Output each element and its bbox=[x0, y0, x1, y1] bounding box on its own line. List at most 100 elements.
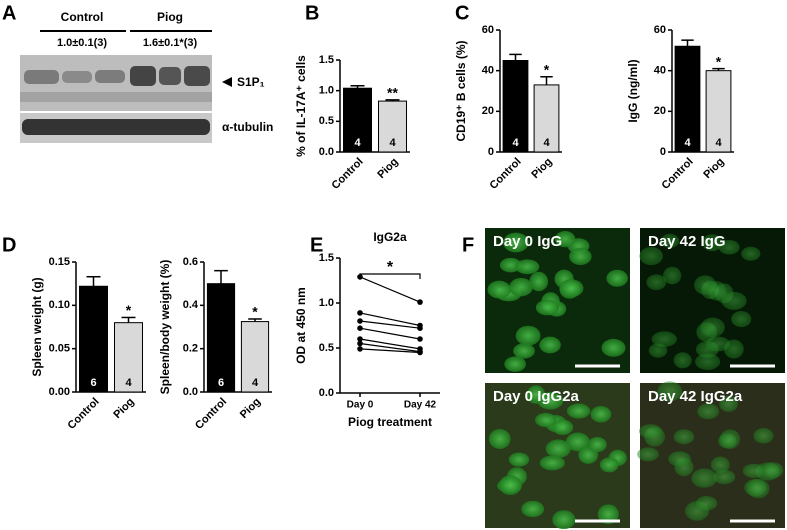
band bbox=[24, 70, 59, 84]
nucleus bbox=[606, 269, 628, 287]
y-tick-label: 0.2 bbox=[183, 343, 198, 355]
panel-label: D bbox=[2, 234, 16, 256]
y-tick-label: 0 bbox=[488, 146, 494, 158]
nucleus bbox=[521, 500, 545, 518]
x-tick-label: Piog bbox=[701, 156, 726, 181]
n-label: 4 bbox=[125, 377, 132, 389]
y-tick-label: 1.5 bbox=[319, 252, 334, 264]
nucleus bbox=[697, 403, 720, 420]
annotation: * bbox=[716, 53, 722, 69]
nucleus bbox=[700, 317, 725, 338]
band bbox=[184, 66, 210, 86]
panel-label: C bbox=[455, 2, 469, 24]
n-label: 4 bbox=[684, 137, 691, 149]
nucleus bbox=[741, 246, 761, 261]
nucleus bbox=[731, 311, 752, 328]
x-tick-label: Control bbox=[488, 156, 524, 192]
line bbox=[359, 327, 421, 340]
n-label: 4 bbox=[389, 137, 396, 149]
line bbox=[359, 312, 421, 327]
annotation: * bbox=[252, 304, 258, 320]
nucleus bbox=[515, 259, 540, 275]
nucleus bbox=[637, 447, 659, 462]
nucleus bbox=[559, 279, 584, 298]
x-tick-label: Piog bbox=[238, 396, 263, 421]
y-tick-label: 0.5 bbox=[319, 115, 334, 127]
nucleus bbox=[713, 469, 736, 485]
nucleus bbox=[545, 439, 571, 458]
nucleus bbox=[515, 325, 541, 346]
nucleus bbox=[539, 455, 565, 471]
nucleus bbox=[646, 274, 667, 291]
nucleus bbox=[657, 381, 683, 402]
y-tick-label: 40 bbox=[482, 65, 494, 77]
significance-bracket bbox=[359, 273, 421, 279]
y-tick-label: 0.10 bbox=[49, 299, 70, 311]
point bbox=[357, 318, 363, 324]
nucleus bbox=[499, 475, 522, 496]
group-label: Control bbox=[61, 10, 104, 24]
y-tick-label: 0.00 bbox=[49, 386, 70, 398]
point bbox=[417, 349, 423, 356]
y-tick-label: 0.0 bbox=[319, 387, 334, 399]
nucleus bbox=[660, 233, 680, 248]
x-tick-label: Piog bbox=[111, 396, 136, 421]
y-tick-label: 20 bbox=[482, 105, 494, 117]
y-axis-label: OD at 450 nm bbox=[294, 287, 308, 364]
line bbox=[359, 276, 421, 303]
y-tick-label: 60 bbox=[482, 24, 494, 36]
nucleus bbox=[673, 352, 692, 369]
nucleus bbox=[587, 436, 607, 453]
y-axis-label: IgG (ng/ml) bbox=[626, 59, 640, 122]
y-tick-label: 20 bbox=[654, 105, 666, 117]
x-tick-label: Day 0 bbox=[347, 400, 374, 411]
line bbox=[359, 342, 421, 353]
arrow bbox=[222, 77, 232, 87]
bar bbox=[79, 285, 108, 393]
nucleus bbox=[599, 457, 619, 473]
band bbox=[22, 119, 210, 135]
panel-label: B bbox=[305, 2, 319, 24]
nucleus bbox=[552, 510, 576, 530]
group-label: Piog bbox=[157, 10, 183, 24]
y-tick-label: 40 bbox=[654, 65, 666, 77]
line bbox=[359, 320, 421, 329]
nucleus bbox=[719, 429, 741, 450]
nucleus bbox=[504, 356, 526, 372]
n-label: 4 bbox=[543, 137, 550, 149]
chart-title: IgG2a bbox=[373, 230, 407, 244]
nucleus bbox=[539, 336, 561, 354]
annotation: ** bbox=[387, 85, 398, 101]
y-tick-label: 0.5 bbox=[319, 342, 334, 354]
point bbox=[417, 299, 423, 305]
nucleus bbox=[718, 239, 740, 255]
bar bbox=[114, 322, 143, 393]
nucleus bbox=[721, 291, 747, 310]
annotation: * bbox=[126, 302, 132, 318]
nucleus bbox=[663, 266, 682, 285]
y-tick-label: 0 bbox=[660, 146, 666, 158]
nucleus bbox=[648, 343, 668, 358]
y-axis-label: Spleen/body weight (%) bbox=[158, 260, 172, 395]
nucleus bbox=[753, 428, 774, 444]
y-axis-label: CD19⁺ B cells (%) bbox=[454, 40, 468, 141]
nucleus bbox=[639, 424, 662, 439]
nucleus bbox=[488, 429, 511, 449]
nucleus bbox=[695, 353, 721, 370]
panel-label: E bbox=[310, 234, 323, 256]
micrograph-label: Day 0 IgG bbox=[493, 233, 562, 250]
y-axis-label: % of IL-17A⁺ cells bbox=[294, 55, 308, 157]
point bbox=[357, 336, 363, 342]
band bbox=[159, 67, 181, 85]
x-tick-label: Day 42 bbox=[404, 400, 437, 411]
nucleus bbox=[590, 405, 612, 423]
nucleus bbox=[569, 248, 592, 265]
point bbox=[417, 325, 423, 332]
nucleus bbox=[707, 281, 727, 301]
band bbox=[20, 92, 212, 102]
nucleus bbox=[503, 232, 529, 253]
nucleus bbox=[719, 396, 738, 412]
y-tick-label: 0.0 bbox=[183, 386, 198, 398]
nucleus bbox=[601, 338, 626, 357]
